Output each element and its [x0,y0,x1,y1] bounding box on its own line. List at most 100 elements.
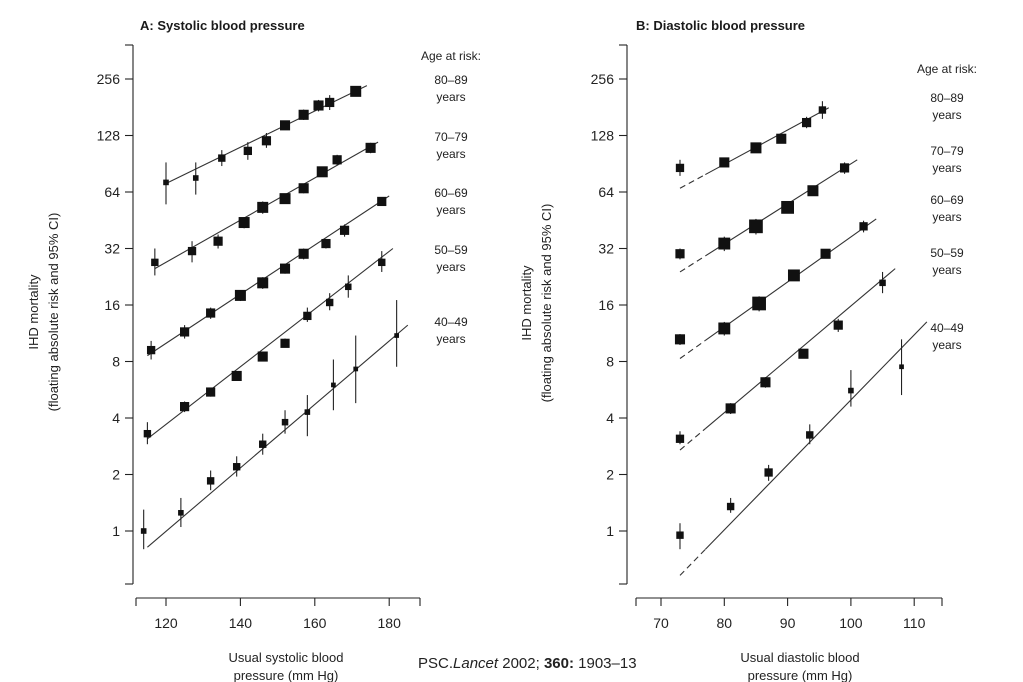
data-point [798,348,809,359]
series-label: years [436,203,465,217]
data-point [316,166,328,178]
data-point [280,338,290,348]
panel-diastolic: B: Diastolic blood pressure 1 2 4 8 16 32 64 128… [519,18,977,682]
series-label: 60–69 [434,186,468,200]
x-tick-label: 80 [717,615,733,631]
fit-line-extrapolated [679,174,706,189]
data-point [726,502,735,511]
series-label: years [932,338,961,352]
data-point [140,528,147,534]
x-tick-label: 160 [303,615,327,631]
series-label: 50–59 [930,246,964,260]
series-2: 60–69 years [146,186,468,360]
series-label: 70–79 [434,130,468,144]
y-tick-label: 256 [97,71,121,87]
data-point [213,236,223,246]
chart-title: B: Diastolic blood pressure [636,18,805,33]
data-point [332,155,342,165]
data-point [231,370,242,382]
data-point [325,97,335,108]
legend-title: Age at risk: [421,49,481,63]
x-tick-label: 90 [780,615,796,631]
fit-line-extrapolated [679,549,706,576]
data-point [279,120,291,131]
series-4: 40–49 years [140,300,468,550]
data-point [839,163,850,173]
x-axis-label: pressure (mm Hg) [234,668,339,682]
y-tick-label: 128 [591,128,615,144]
y-tick-label: 4 [606,410,614,426]
data-point [345,283,352,291]
series-label: 60–69 [930,193,964,207]
data-point [206,308,216,318]
data-point [243,146,252,156]
data-point [353,366,359,372]
y-tick-label: 16 [104,297,120,313]
data-point [257,277,269,289]
data-point [752,296,766,311]
data-point [719,157,730,168]
fit-line [704,268,896,430]
data-point [279,193,291,205]
data-point [187,246,197,256]
series-label: years [932,161,961,175]
y-tick-label: 4 [112,410,120,426]
data-point [764,468,773,477]
series-label: 40–49 [930,321,964,335]
data-point [675,163,685,173]
data-point [238,217,250,229]
series-0: 80–89 years [163,73,468,205]
data-point [298,109,309,120]
y-tick-label: 128 [97,128,121,144]
series-0: 80–89 years [675,91,964,189]
citation-pages: 1903–13 [573,655,637,672]
series-label: years [932,263,961,277]
data-point [725,403,736,414]
data-point [331,382,336,388]
x-axis-label: Usual systolic blood [229,650,344,665]
data-point [899,364,904,370]
y-axis-label: IHD mortality [519,265,534,341]
data-point [750,142,762,154]
y-tick-label: 8 [606,354,614,370]
data-point [776,133,787,144]
data-point [674,334,686,345]
data-point [180,327,190,337]
data-point [365,142,376,153]
data-point [281,418,289,426]
y-tick-label: 16 [598,297,614,313]
data-point [304,409,311,415]
citation-journal: Lancet [453,655,499,672]
data-point [206,477,215,485]
data-point [143,429,152,438]
data-point [298,183,309,194]
fit-line-extrapolated [679,428,706,451]
data-point [192,175,199,181]
data-point [818,106,827,114]
data-point [257,351,268,362]
data-point [279,263,291,274]
x-tick-label: 120 [154,615,178,631]
data-point [257,201,269,213]
data-point [178,510,184,516]
citation: PSC.Lancet 2002; 360: 1903–13 [418,655,637,672]
data-point [781,200,794,214]
data-point [675,249,685,259]
data-point [339,225,350,235]
data-point [313,100,324,111]
series-label: 50–59 [434,243,468,257]
x-tick-label: 70 [653,615,669,631]
data-point [298,248,309,259]
series-label: 80–89 [434,73,468,87]
series-label: 40–49 [434,315,468,329]
data-point [325,298,334,307]
data-point [163,179,169,186]
panel-systolic: A: Systolic blood pressure 1 2 4 8 16 32 64 128 2… [26,18,481,682]
x-tick-label: 110 [903,615,926,631]
series-4: 40–49 years [676,321,964,576]
y-tick-label: 1 [606,523,614,539]
fit-line [704,321,928,550]
data-point [749,219,763,234]
citation-prefix: PSC. [418,655,454,672]
